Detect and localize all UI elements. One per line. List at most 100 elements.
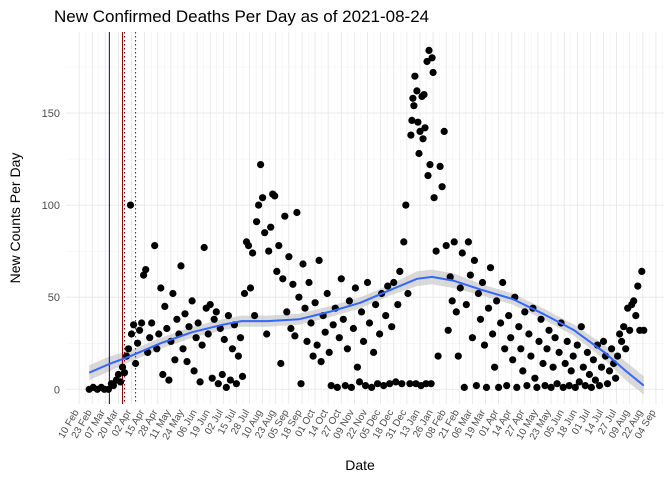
data-point <box>240 289 249 298</box>
data-point <box>181 310 189 318</box>
data-point <box>549 363 557 371</box>
data-point <box>603 380 612 388</box>
data-point <box>476 315 485 323</box>
data-point <box>599 337 608 345</box>
data-point <box>177 262 185 270</box>
data-point <box>505 312 513 320</box>
data-point <box>337 275 345 283</box>
y-tick-label: 50 <box>48 292 60 304</box>
data-point <box>605 367 614 375</box>
data-point <box>597 363 606 371</box>
data-point <box>265 247 273 255</box>
data-point <box>472 382 480 390</box>
data-point <box>153 345 161 353</box>
data-point <box>630 297 638 305</box>
data-point <box>612 374 620 382</box>
data-point <box>157 284 165 292</box>
data-point <box>116 378 125 386</box>
data-point <box>430 194 438 202</box>
data-point <box>551 334 559 342</box>
data-point <box>118 363 127 371</box>
data-point <box>222 383 230 391</box>
data-point <box>335 334 343 342</box>
data-point <box>495 383 503 391</box>
data-point <box>185 323 193 331</box>
data-point <box>206 301 214 309</box>
data-point <box>408 116 416 124</box>
y-axis-ticks: 0 50 100 150 <box>42 108 60 396</box>
data-point <box>525 330 533 338</box>
data-point <box>259 194 267 202</box>
data-point <box>571 383 579 391</box>
data-point <box>503 382 511 390</box>
data-point <box>545 326 553 334</box>
data-point <box>411 72 419 80</box>
data-point <box>404 289 412 298</box>
data-point <box>466 271 474 279</box>
data-point <box>277 359 285 368</box>
data-point <box>148 319 156 327</box>
data-point <box>394 301 402 309</box>
data-point <box>450 238 458 246</box>
data-point <box>263 330 271 338</box>
data-point <box>541 382 549 390</box>
data-point <box>291 332 299 340</box>
data-point <box>289 280 297 288</box>
data-point <box>165 376 173 384</box>
data-point <box>583 348 592 356</box>
data-point <box>491 363 499 371</box>
data-point <box>200 243 208 252</box>
data-point <box>464 238 472 246</box>
data-point <box>436 162 444 170</box>
data-point <box>622 345 630 353</box>
data-point <box>400 238 408 246</box>
smooth-confidence-band <box>89 269 644 395</box>
data-point <box>136 326 144 334</box>
data-point <box>124 345 133 353</box>
data-point <box>281 212 289 220</box>
data-point <box>535 337 543 345</box>
data-point <box>341 382 349 390</box>
data-point <box>271 192 279 200</box>
data-point <box>104 385 112 393</box>
data-point <box>313 341 321 349</box>
y-tick-label: 100 <box>42 200 60 212</box>
data-point <box>608 345 616 353</box>
data-point <box>146 334 154 342</box>
data-point <box>183 358 191 366</box>
data-point <box>537 315 545 323</box>
data-point <box>196 378 204 386</box>
data-point <box>138 319 146 327</box>
data-point <box>406 380 414 388</box>
reference-lines <box>108 32 137 404</box>
data-point <box>396 267 404 275</box>
data-point <box>589 356 598 364</box>
data-point <box>309 352 317 360</box>
data-point <box>208 374 216 382</box>
data-point <box>531 374 539 382</box>
data-point <box>355 378 364 386</box>
data-point <box>454 352 462 360</box>
data-point <box>339 315 347 323</box>
data-point <box>293 208 301 217</box>
data-point <box>370 348 378 356</box>
smooth-band <box>89 269 644 395</box>
data-point <box>410 102 418 110</box>
data-point <box>249 249 257 257</box>
data-point <box>311 299 319 307</box>
data-point <box>409 94 417 102</box>
data-point <box>238 372 247 380</box>
data-point <box>543 345 551 353</box>
data-point <box>327 382 335 390</box>
data-point <box>533 383 541 391</box>
data-point <box>142 266 150 274</box>
data-point <box>204 330 212 338</box>
data-point <box>438 183 446 191</box>
data-point <box>398 380 406 388</box>
data-point <box>640 326 648 334</box>
data-point <box>474 289 482 298</box>
data-point <box>365 319 374 327</box>
data-point <box>273 267 281 275</box>
data-point <box>279 275 287 283</box>
data-point <box>192 334 200 342</box>
